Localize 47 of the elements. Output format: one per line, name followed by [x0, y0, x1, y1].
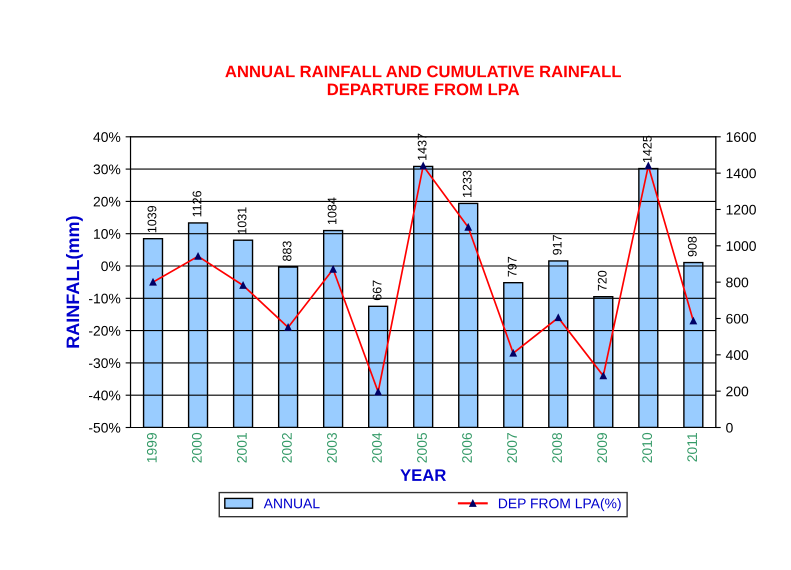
data-label: 1039 [148, 206, 156, 232]
y-axis-title: RAINFALL(mm) [66, 216, 83, 348]
x-tick-label: 2005 [417, 432, 427, 463]
y2-tick-label: 0 [726, 422, 733, 433]
data-label: 1233 [462, 170, 472, 197]
chart-title: ANNUAL RAINFALL AND CUMULATIVE RAINFALL DEPARTURE FROM LPA [225, 66, 621, 96]
x-tick-label: 2006 [462, 432, 472, 463]
y-tick-label: -10% [88, 294, 120, 304]
y2-tick-label: 400 [726, 350, 748, 360]
y-tick-label: 20% [94, 196, 120, 207]
x-tick-label: 2002 [282, 433, 292, 463]
x-tick-label: 2001 [236, 433, 247, 463]
legend-label: DEP FROM LPA(%) [498, 498, 621, 512]
y2-tick-label: 600 [726, 314, 748, 324]
y-tick-label: -30% [88, 358, 120, 368]
y-tick-label: 40% [93, 132, 120, 142]
y2-tick-label: 1000 [726, 241, 756, 251]
x-tick-label: 2009 [597, 433, 608, 463]
y2-tick-label: 200 [726, 386, 748, 396]
y-tick-label: -50% [88, 422, 120, 433]
x-tick-label: 2010 [642, 432, 652, 463]
data-label: 667 [372, 280, 382, 300]
x-tick-label: 2007 [507, 433, 517, 463]
y-tick-label: 30% [94, 164, 120, 174]
x-tick-label: 2011 [687, 433, 698, 462]
y2-tick-label: 1400 [726, 168, 756, 178]
y-tick-label: -20% [88, 326, 120, 336]
y-tick-label: 0% [101, 261, 120, 272]
legend-label: ANNUAL [264, 498, 320, 508]
y-tick-label: -40% [88, 390, 120, 400]
y2-tick-label: 1600 [726, 132, 756, 142]
data-label: 908 [688, 236, 697, 256]
data-label: 1031 [238, 207, 246, 234]
data-label: 1126 [192, 191, 202, 216]
data-label: 883 [282, 241, 292, 261]
data-label: 1084 [328, 198, 336, 224]
data-label: 720 [598, 270, 607, 290]
x-tick-label: 1999 [146, 433, 157, 462]
y2-tick-label: 800 [726, 277, 748, 288]
x-axis-title: YEAR [400, 469, 446, 481]
y2-tick-label: 1200 [726, 204, 756, 215]
x-tick-label: 2008 [552, 432, 562, 463]
x-tick-label: 2003 [327, 432, 337, 463]
x-tick-label: 2000 [192, 432, 202, 463]
x-tick-label: 2004 [372, 432, 382, 463]
y-tick-label: 10% [94, 229, 120, 239]
data-label: 917 [552, 235, 562, 255]
